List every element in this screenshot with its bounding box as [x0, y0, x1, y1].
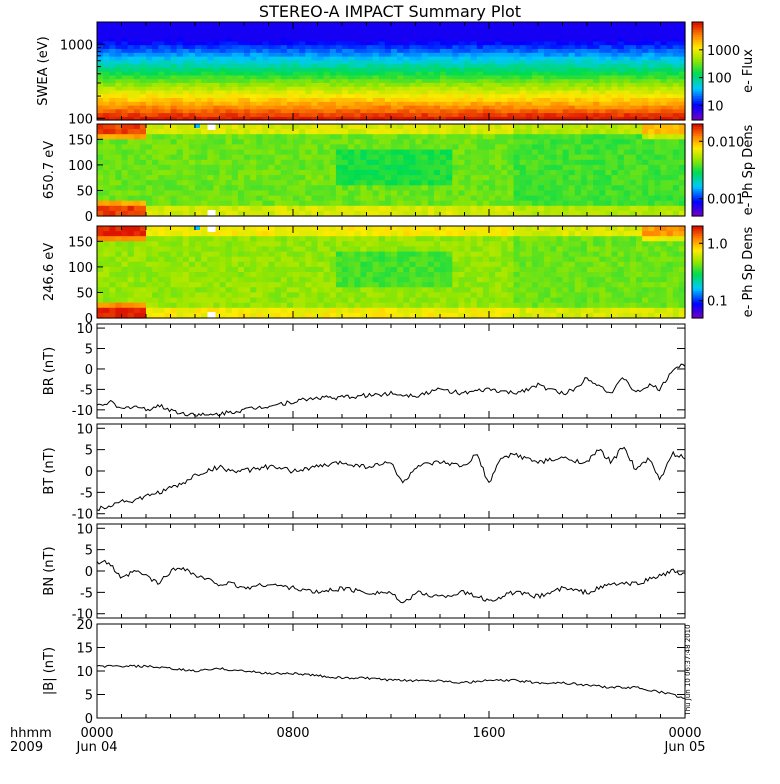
swea-spectrogram — [97, 22, 686, 121]
data-gap — [208, 312, 216, 318]
line-ytick-label: 0 — [85, 565, 93, 580]
colorbar-tick-label: 0.010 — [707, 135, 744, 150]
line-panel-frame-4 — [97, 424, 685, 518]
line-panel-frame-3 — [97, 324, 685, 418]
line-ytick-label: -10 — [72, 508, 93, 523]
line-ytick-label: 20 — [76, 618, 93, 633]
line-ylabel: BN (nT) — [42, 546, 57, 595]
swea-ytick-label: 1000 — [60, 38, 93, 53]
x-tick-label: 0000 — [80, 726, 113, 741]
line-ylabel: BT (nT) — [42, 447, 57, 494]
line-ytick-label: 10 — [76, 522, 93, 537]
colorbar-1 — [692, 124, 703, 217]
pitch-ytick-label: 150 — [68, 133, 93, 148]
line-ytick-label: 5 — [85, 444, 93, 459]
line-ylabel: BR (nT) — [42, 347, 57, 395]
x-tick-label: 0000 — [668, 726, 701, 741]
x-tick-label: 1600 — [472, 726, 505, 741]
pitch-ytick-label: 50 — [76, 184, 93, 199]
swea-ytick-label: 100 — [68, 112, 93, 127]
line-ytick-label: 0 — [85, 363, 93, 378]
line-ytick-label: 5 — [85, 689, 93, 704]
swea-ylabel: SWEA (eV) — [36, 36, 51, 105]
x-year-label: 2009 — [10, 740, 43, 755]
pitch-ytick-label: 150 — [68, 235, 93, 250]
line-ytick-label: 0 — [85, 712, 93, 727]
line-ytick-label: -5 — [80, 383, 93, 398]
colorbar-label: e- Ph Sp Dens — [741, 226, 756, 317]
line-ytick-label: -5 — [80, 486, 93, 501]
data-gap — [208, 226, 216, 232]
line-ytick-label: 5 — [85, 544, 93, 559]
colorbar-label: e- Ph Sp Dens — [741, 124, 756, 215]
colorbar-tick-label: 0.001 — [707, 193, 744, 208]
colorbar-tick-label: 0.1 — [707, 295, 728, 310]
line-ytick-label: 15 — [76, 642, 93, 657]
line-ytick-label: 10 — [76, 322, 93, 337]
x-row-label: hhmm — [10, 726, 52, 741]
data-gap — [208, 210, 216, 216]
pitch-ylabel: 246.6 eV — [42, 243, 57, 301]
line-ytick-label: -10 — [72, 404, 93, 419]
pitch-ylabel: 650.7 eV — [42, 141, 57, 199]
pitch-ytick-label: 50 — [76, 286, 93, 301]
data-gap — [208, 124, 216, 130]
colorbar-tick-label: 1.0 — [707, 237, 728, 252]
line-ytick-label: 10 — [76, 422, 93, 437]
pitch-ytick-label: 100 — [68, 159, 93, 174]
x-date-label: Jun 05 — [664, 740, 706, 755]
line-ytick-label: -5 — [80, 586, 93, 601]
x-date-label: Jun 04 — [76, 740, 118, 755]
pitch-ytick-label: 100 — [68, 261, 93, 276]
plot-title: STEREO-A IMPACT Summary Plot — [259, 2, 521, 21]
colorbar-label: e- Flux — [741, 49, 756, 93]
colorbar-tick-label: 1000 — [707, 44, 740, 59]
colorbar-2 — [692, 226, 703, 319]
pitch-ytick-label: 0 — [85, 210, 93, 225]
pitch-spectrogram-1 — [97, 124, 686, 217]
pitch-spectrogram-2 — [97, 226, 686, 319]
line-ytick-label: 5 — [85, 343, 93, 358]
x-tick-label: 0800 — [276, 726, 309, 741]
plot-timestamp: Thu Jun 10 06:37:48 2010 — [684, 624, 692, 716]
line-ytick-label: 10 — [76, 665, 93, 680]
colorbar-tick-label: 10 — [707, 99, 724, 114]
colorbar-tick-label: 100 — [707, 72, 732, 87]
line-ylabel: |B| (nT) — [42, 647, 57, 695]
line-ytick-label: 0 — [85, 465, 93, 480]
